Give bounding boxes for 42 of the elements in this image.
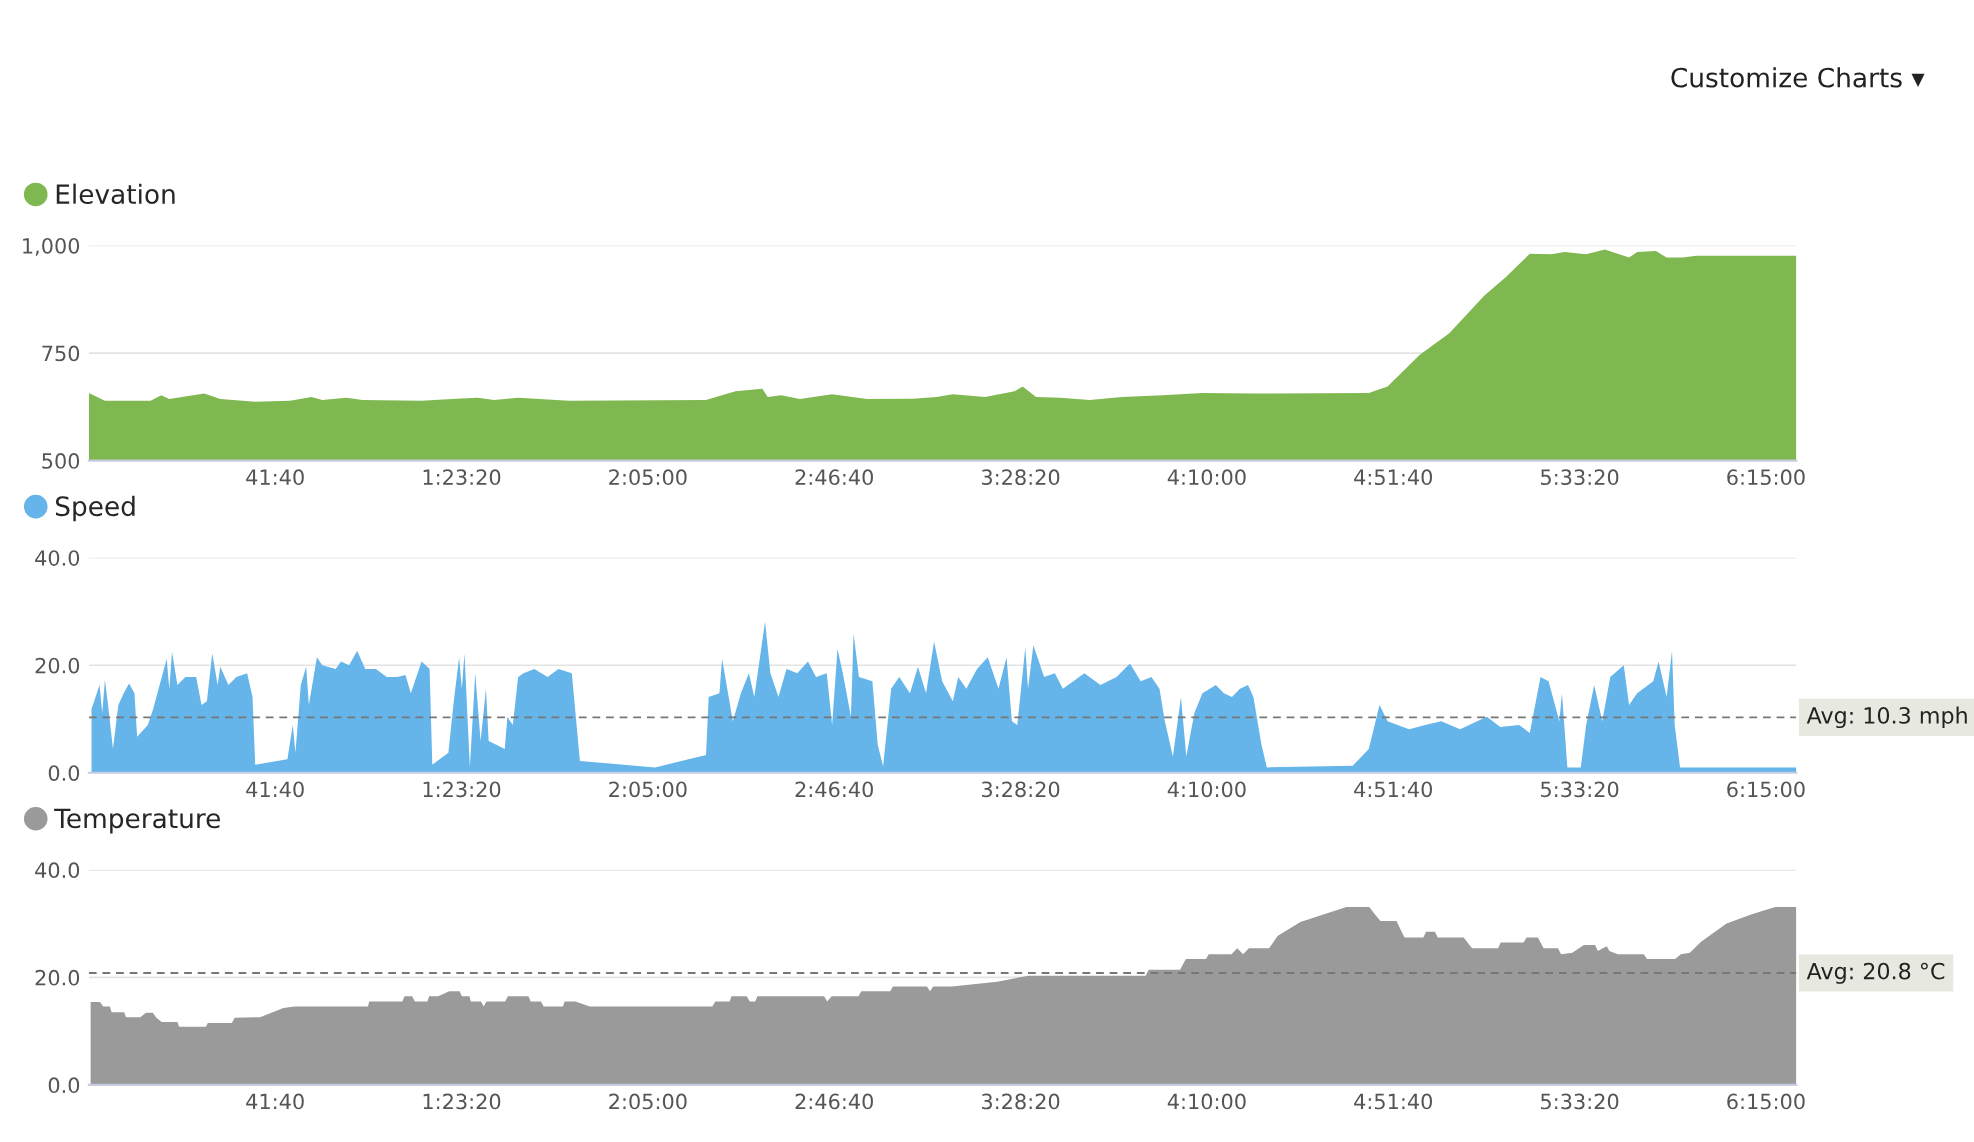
x-tick-label: 6:15:00	[1727, 469, 1805, 486]
y-tick-label: 40.0	[35, 550, 80, 566]
x-tick-label: 1:23:20	[423, 469, 501, 486]
x-tick-label: 5:33:20	[1541, 781, 1619, 798]
x-tick-label: 2:05:00	[609, 469, 687, 486]
x-tick-label: 41:40	[246, 469, 304, 486]
legend-label: Speed	[55, 495, 135, 522]
x-tick-label: 4:51:40	[1354, 469, 1433, 486]
x-tick-label: 1:23:20	[423, 781, 501, 798]
x-tick-label: 3:28:20	[981, 1093, 1060, 1110]
y-tick-label: 500	[42, 453, 80, 469]
ref-line-label: Avg: 10.3 mph	[1806, 706, 1967, 729]
ref-line-label: Avg: 20.8 °C	[1806, 962, 1945, 984]
text: Customize Charts ▾	[1671, 67, 1925, 88]
x-tick-label: 1:23:20	[423, 1093, 501, 1110]
x-tick-label: 6:15:00	[1727, 781, 1805, 798]
x-tick-label: 4:51:40	[1354, 1093, 1433, 1110]
x-tick-label: 2:05:00	[609, 1093, 687, 1110]
y-tick-label: 0.0	[48, 1077, 80, 1094]
y-tick-label: 40.0	[35, 862, 80, 879]
x-tick-label: 4:10:00	[1167, 469, 1246, 486]
legend-label: Temperature	[54, 808, 220, 834]
x-tick-label: 5:33:20	[1541, 1093, 1619, 1110]
x-tick-label: 4:51:40	[1354, 781, 1433, 798]
y-tick-label: 1,000	[23, 237, 80, 256]
y-tick-label: 0.0	[48, 765, 80, 781]
x-tick-label: 4:10:00	[1167, 1093, 1246, 1110]
x-tick-label: 2:05:00	[609, 781, 687, 798]
x-tick-label: 4:10:00	[1167, 781, 1246, 798]
x-tick-label: 41:40	[246, 1093, 304, 1110]
y-tick-label: 750	[42, 345, 80, 362]
x-tick-label: 3:28:20	[981, 469, 1060, 486]
y-tick-label: 20.0	[35, 969, 80, 986]
x-tick-label: 5:33:20	[1541, 469, 1619, 486]
x-tick-label: 2:46:40	[795, 781, 873, 798]
x-tick-label: 2:46:40	[795, 1093, 873, 1110]
x-tick-label: 6:15:00	[1727, 1093, 1805, 1110]
x-tick-label: 3:28:20	[981, 781, 1060, 798]
x-tick-label: 41:40	[246, 781, 304, 798]
y-tick-label: 20.0	[35, 657, 80, 674]
x-tick-label: 2:46:40	[795, 469, 873, 486]
legend-label: Elevation	[56, 183, 175, 205]
